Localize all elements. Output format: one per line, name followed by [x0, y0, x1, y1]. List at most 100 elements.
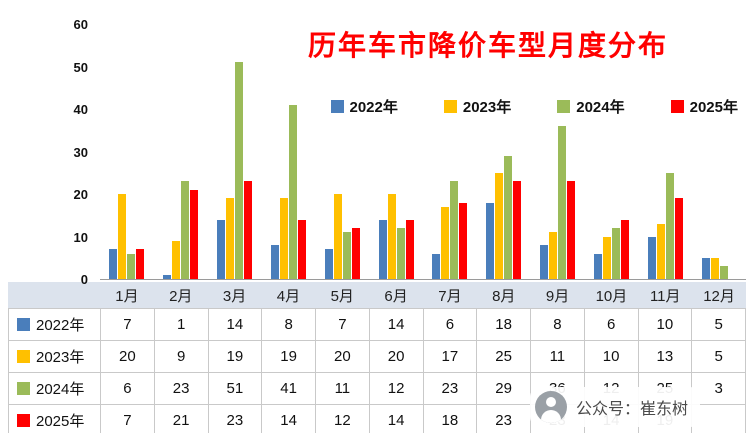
- month-header-cell: 8月: [492, 287, 516, 305]
- y-tick-label: 60: [73, 17, 88, 32]
- month-header-cell: 4月: [276, 287, 301, 305]
- bar-2023年: [333, 194, 342, 279]
- legend-swatch-icon: [670, 100, 684, 113]
- legend-label: 2025年: [689, 99, 738, 116]
- value-cell: 23: [155, 373, 209, 404]
- value-cell: 20: [316, 341, 370, 372]
- bar-2025年: [351, 228, 360, 279]
- bar-2024年: [235, 62, 244, 279]
- series-swatch-icon: [17, 318, 30, 331]
- bar-2025年: [513, 181, 522, 279]
- value-cell: 8: [262, 309, 316, 340]
- bar-2025年: [297, 219, 306, 279]
- month-header-cell: 10月: [595, 287, 628, 305]
- value-cell: 23: [209, 405, 263, 433]
- bar-2022年: [701, 257, 710, 279]
- bar-2022年: [324, 249, 333, 279]
- legend-label: 2022年: [349, 99, 398, 116]
- value-cell: 7: [101, 405, 155, 433]
- bar-2022年: [486, 202, 495, 279]
- value-cell: 5: [692, 341, 746, 372]
- legend-swatch-icon: [443, 100, 457, 113]
- bar-group: [531, 24, 585, 279]
- bar-2025年: [567, 181, 576, 279]
- value-cell: 14: [370, 405, 424, 433]
- series-name: 2023年: [36, 349, 85, 366]
- bar-group: [584, 24, 638, 279]
- value-cell: 29: [477, 373, 531, 404]
- value-cell: 21: [155, 405, 209, 433]
- bar-2024年: [665, 172, 674, 279]
- value-cell: 19: [262, 341, 316, 372]
- value-cell: 14: [262, 405, 316, 433]
- legend-label: 2023年: [462, 99, 512, 116]
- value-cell: 14: [209, 309, 263, 340]
- y-tick-label: 30: [73, 144, 88, 160]
- month-header-cell: 5月: [330, 287, 354, 305]
- watermark-text: 公众号：崔东树: [575, 401, 688, 418]
- bar-2025年: [674, 198, 683, 279]
- bar-2022年: [432, 253, 441, 279]
- series-name: 2025年: [36, 413, 85, 430]
- value-cell: 25: [477, 341, 531, 372]
- bar-2024年: [504, 155, 513, 279]
- bar-2022年: [109, 249, 118, 279]
- bar-group: [154, 24, 208, 279]
- bar-2025年: [136, 249, 145, 279]
- series-swatch-icon: [17, 382, 30, 395]
- bar-group: [208, 24, 262, 279]
- series-label-cell: 2023年: [9, 341, 101, 372]
- value-cell: 11: [316, 373, 370, 404]
- bar-2024年: [342, 232, 351, 279]
- y-tick-label: 10: [73, 229, 88, 245]
- bar-2025年: [244, 181, 253, 279]
- value-cell: 3: [692, 373, 746, 404]
- month-header-cell: 7月: [438, 287, 462, 305]
- y-axis: 0 10 20 30 40 50 60: [8, 17, 92, 287]
- legend-item: 2023年: [443, 96, 512, 117]
- value-cell: 5: [692, 309, 746, 340]
- bar-chart: 0 10 20 30 40 50 60 历年车市降价车型月度分布 2022年 2023年 202…: [8, 0, 746, 287]
- bar-2023年: [710, 257, 719, 279]
- chart-title: 历年车市降价车型月度分布: [308, 30, 669, 61]
- bar-group: [369, 24, 423, 279]
- bar-group: [100, 24, 154, 279]
- bar-2023年: [226, 198, 235, 279]
- series-label-cell: 2025年: [9, 405, 101, 433]
- series-label-cell: 2022年: [9, 309, 101, 340]
- value-cell: 19: [209, 341, 263, 372]
- bar-group: [261, 24, 315, 279]
- series-name: 2022年: [36, 317, 85, 334]
- bar-2023年: [549, 232, 558, 279]
- bar-2022年: [217, 219, 226, 279]
- legend-item: 2025年: [670, 96, 738, 117]
- table-row: 2022年 7 1 14 8 7 14 6 18 8 6 10 5: [8, 309, 746, 341]
- value-cell: 7: [101, 309, 155, 340]
- value-cell: 18: [424, 405, 478, 433]
- bar-2022年: [378, 219, 387, 279]
- bar-2023年: [279, 198, 288, 279]
- bar-2022年: [647, 236, 656, 279]
- bar-2022年: [540, 245, 549, 279]
- bar-group: [423, 24, 477, 279]
- legend-label: 2024年: [576, 99, 625, 116]
- legend-swatch-icon: [557, 100, 571, 113]
- month-header-cell: 6月: [384, 287, 408, 305]
- value-cell: 9: [155, 341, 209, 372]
- y-tick-label: 50: [73, 59, 88, 75]
- bar-2024年: [396, 228, 405, 279]
- value-cell: 6: [101, 373, 155, 404]
- legend-item: 2024年: [557, 96, 625, 117]
- value-cell: 7: [316, 309, 370, 340]
- bar-2023年: [602, 236, 611, 279]
- month-header-cell: 2月: [169, 287, 193, 305]
- value-cell: 8: [531, 309, 585, 340]
- watermark: 公众号：崔东树: [529, 387, 700, 427]
- bar-group: [315, 24, 369, 279]
- bar-2022年: [593, 253, 602, 279]
- bar-2022年: [270, 245, 279, 279]
- bar-2023年: [656, 223, 665, 279]
- value-cell: 10: [639, 309, 693, 340]
- plot-area: [100, 24, 746, 280]
